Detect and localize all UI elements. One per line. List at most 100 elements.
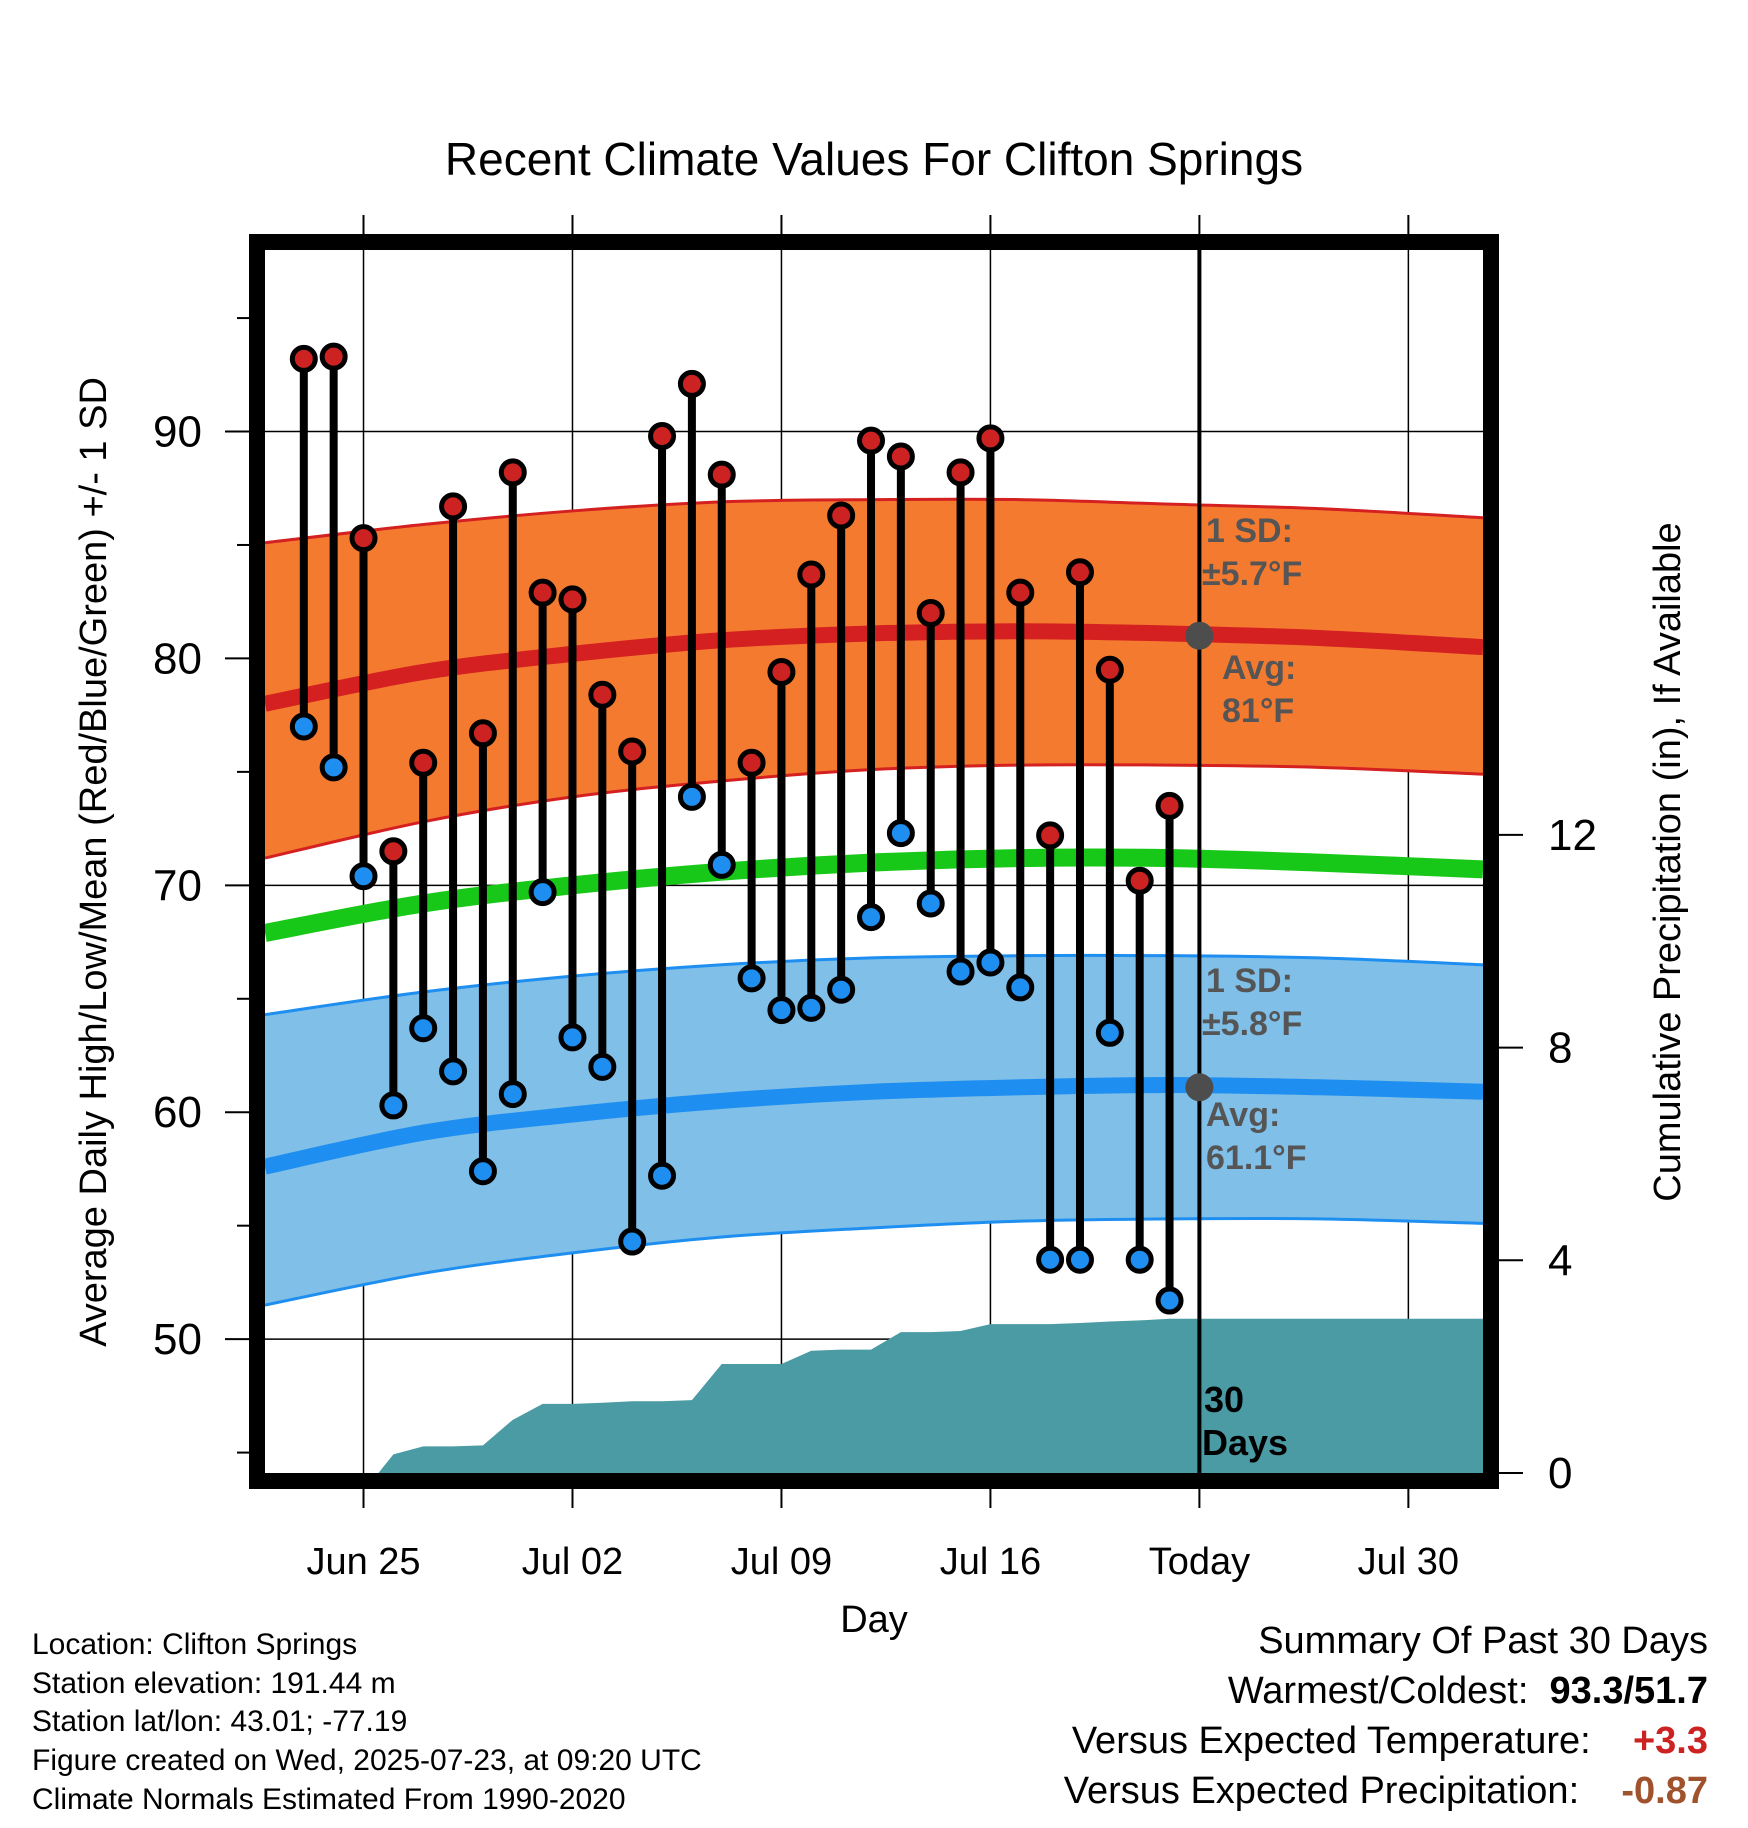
daily-low-point — [737, 964, 766, 993]
y-tick-label: 90 — [153, 408, 202, 457]
high-sd-annotation-title: 1 SD: — [1206, 512, 1293, 550]
daily-high-point — [1155, 791, 1184, 820]
daily-high-point — [916, 599, 945, 628]
x-tick-label: Jun 25 — [306, 1541, 420, 1583]
daily-low-point — [916, 889, 945, 918]
low-sd-upper-edge — [265, 953, 1483, 1017]
low-sd-lower-edge — [265, 1216, 1483, 1307]
daily-high-point — [946, 458, 975, 487]
low-avg-marker — [1185, 1073, 1214, 1102]
high-avg-annotation-title: Avg: — [1222, 649, 1296, 687]
daily-high-point — [349, 524, 378, 553]
summary-temp-label: Versus Expected Temperature: — [1071, 1720, 1591, 1762]
daily-low-point — [1125, 1245, 1154, 1274]
summary-precip-row: Versus Expected Precipitation: -0.87 — [1064, 1770, 1708, 1813]
info-created: Figure created on Wed, 2025-07-23, at 09… — [32, 1744, 702, 1777]
daily-low-point — [528, 878, 557, 907]
daily-high-point — [289, 344, 318, 373]
daily-high-point — [648, 422, 677, 451]
daily-high-point — [588, 680, 617, 709]
summary-temp-row: Versus Expected Temperature: +3.3 — [1072, 1720, 1708, 1763]
x-axis-label: Day — [840, 1599, 908, 1641]
daily-high-point — [1036, 821, 1065, 850]
daily-high-point — [857, 426, 886, 455]
daily-high-point — [1006, 578, 1035, 607]
daily-low-point — [439, 1057, 468, 1086]
daily-low-point — [946, 957, 975, 986]
daily-high-point — [528, 578, 557, 607]
days-window-label-number: 30 — [1204, 1379, 1244, 1420]
daily-high-point — [379, 837, 408, 866]
daily-high-point — [439, 492, 468, 521]
daily-low-point — [289, 712, 318, 741]
daily-low-point — [677, 782, 706, 811]
daily-high-point — [1095, 655, 1124, 684]
daily-low-point — [588, 1052, 617, 1081]
daily-low-point — [409, 1014, 438, 1043]
daily-high-point — [797, 560, 826, 589]
daily-low-point — [1155, 1286, 1184, 1315]
daily-low-point — [857, 903, 886, 932]
days-window-label-text: Days — [1202, 1422, 1288, 1463]
precip-area-group — [378, 1318, 1483, 1473]
info-location: Location: Clifton Springs — [32, 1628, 358, 1661]
daily-high-point — [558, 585, 587, 614]
daily-high-point — [498, 458, 527, 487]
y-tick-label: 80 — [153, 634, 202, 683]
x-tick-label: Today — [1149, 1541, 1250, 1583]
daily-low-point — [468, 1157, 497, 1186]
chart-title: Recent Climate Values For Clifton Spring… — [445, 133, 1303, 185]
summary-temp-value: +3.3 — [1632, 1720, 1708, 1762]
plot-frame — [249, 234, 1499, 1489]
daily-low-point — [498, 1080, 527, 1109]
info-latlon: Station lat/lon: 43.01; -77.19 — [32, 1705, 408, 1738]
daily-high-point — [409, 748, 438, 777]
summary-warm-cold-value: 93.3/51.7 — [1549, 1670, 1708, 1712]
daily-low-point — [707, 850, 736, 879]
high-sd-annotation-value: ±5.7°F — [1202, 555, 1302, 593]
daily-low-point — [976, 948, 1005, 977]
daily-low-point — [1095, 1018, 1124, 1047]
avg-markers — [1185, 621, 1214, 1102]
summary-precip-value: -0.87 — [1621, 1770, 1708, 1812]
high-avg-marker — [1185, 621, 1214, 650]
plot-frame-group — [249, 234, 1499, 1489]
daily-high-point — [468, 719, 497, 748]
daily-high-point — [1065, 558, 1094, 587]
daily-low-point — [349, 862, 378, 891]
daily-high-point — [618, 737, 647, 766]
daily-low-point — [1006, 973, 1035, 1002]
y-axis-label: Average Daily High/Low/Mean (Red/Blue/Gr… — [73, 377, 115, 1347]
low-sd-annotation-title: 1 SD: — [1206, 962, 1293, 1000]
summary-precip-label: Versus Expected Precipitation: — [1063, 1770, 1580, 1812]
daily-low-point — [827, 975, 856, 1004]
daily-low-point — [797, 993, 826, 1022]
daily-high-point — [976, 424, 1005, 453]
low-avg-annotation-title: Avg: — [1206, 1096, 1280, 1134]
daily-low-point — [1065, 1245, 1094, 1274]
y-tick-label: 70 — [153, 861, 202, 910]
y2-tick-label: 4 — [1548, 1236, 1572, 1285]
summary-title: Summary Of Past 30 Days — [1258, 1620, 1708, 1662]
summary-warm-cold-label: Warmest/Coldest: — [1227, 1670, 1529, 1712]
y2-tick-label: 8 — [1548, 1024, 1572, 1073]
precip-area — [378, 1318, 1483, 1473]
daily-high-point — [767, 658, 796, 687]
x-tick-label: Jul 02 — [522, 1541, 623, 1583]
info-elevation: Station elevation: 191.44 m — [32, 1667, 396, 1700]
daily-low-point — [1036, 1245, 1065, 1274]
y2-axis-label: Cumulative Precipitation (in), If Availa… — [1647, 522, 1689, 1201]
daily-low-point — [886, 819, 915, 848]
daily-low-point — [618, 1227, 647, 1256]
daily-low-point — [767, 996, 796, 1025]
daily-high-point — [677, 369, 706, 398]
y-tick-label: 60 — [153, 1088, 202, 1137]
daily-low-point — [558, 1023, 587, 1052]
daily-high-point — [886, 442, 915, 471]
annotations: 1 SD: ±5.7°F Avg: 81°F 1 SD: ±5.8°F Avg: 61.1°F… — [153, 408, 1597, 1583]
x-tick-label: Jul 09 — [731, 1541, 832, 1583]
low-sd-annotation-value: ±5.8°F — [1202, 1005, 1302, 1043]
daily-high-point — [737, 748, 766, 777]
x-tick-label: Jul 16 — [940, 1541, 1041, 1583]
axes — [225, 215, 1523, 1508]
